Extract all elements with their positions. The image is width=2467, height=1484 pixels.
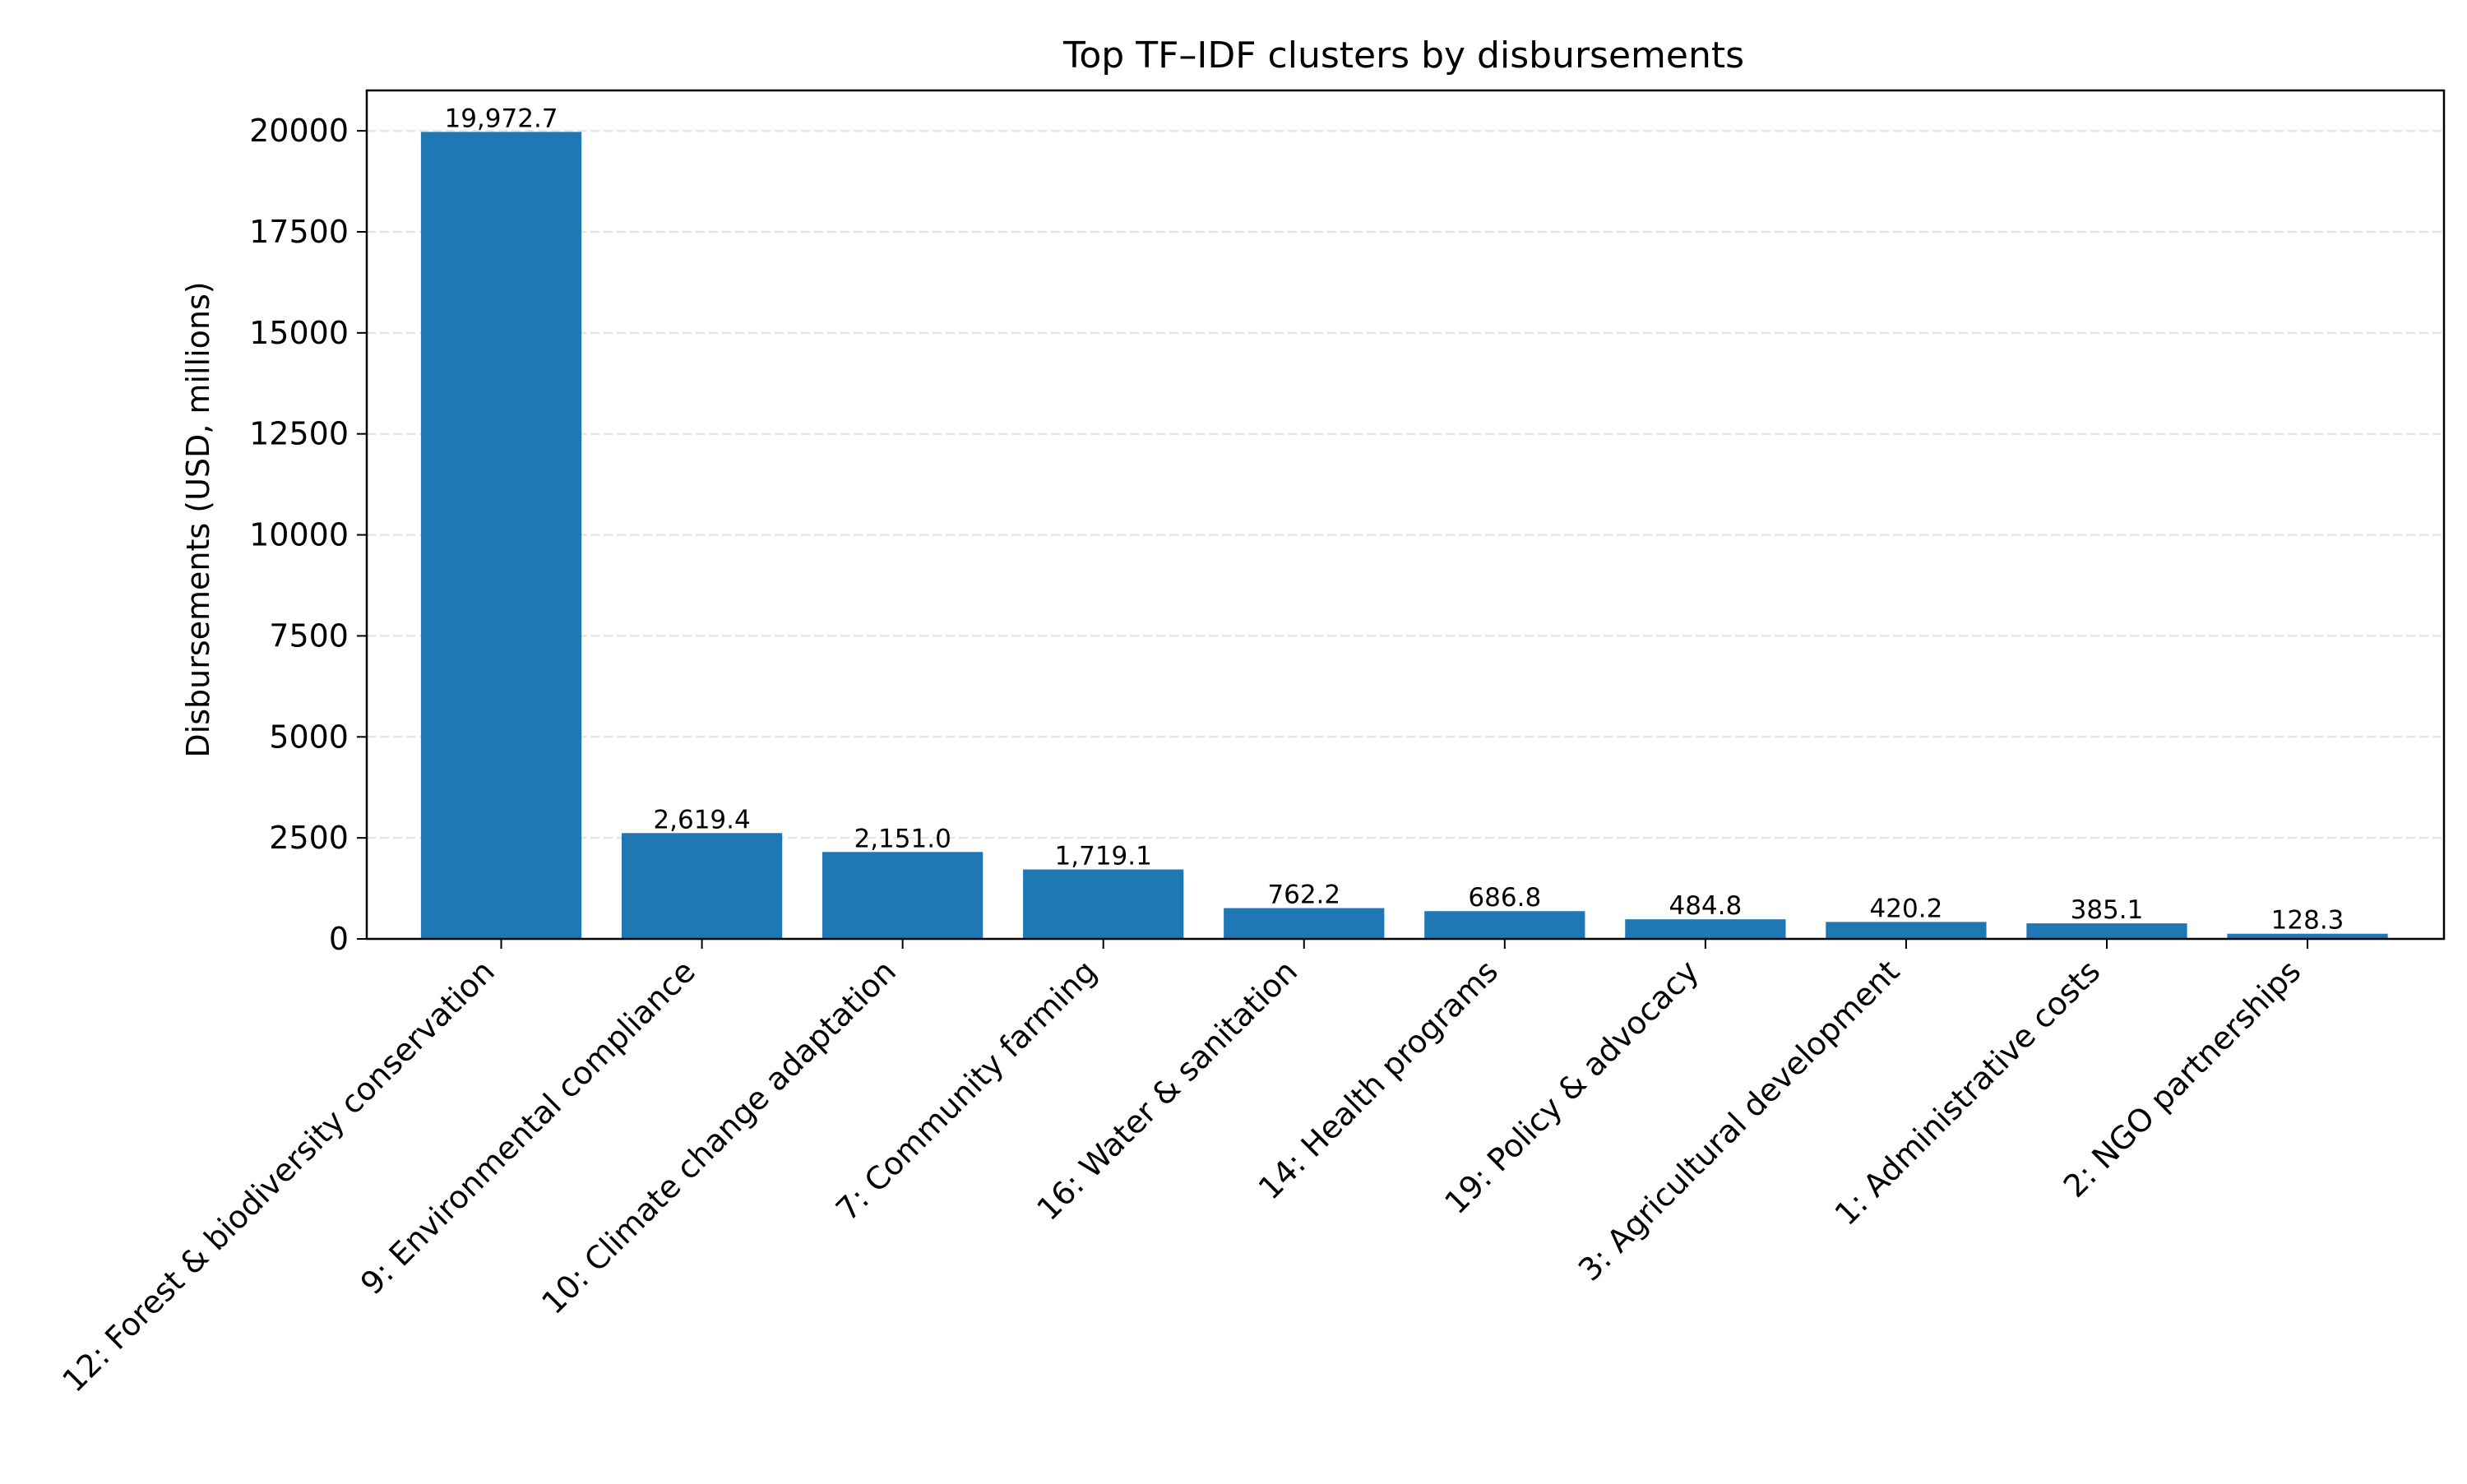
bar bbox=[2026, 923, 2187, 939]
plot-frame bbox=[365, 89, 2446, 941]
bar bbox=[2227, 933, 2388, 939]
bar-value-label: 19,972.7 bbox=[444, 104, 558, 133]
x-tick-label: 10: Climate change adaptation bbox=[535, 953, 903, 1321]
bar-value-label: 420.2 bbox=[1870, 894, 1943, 923]
x-tick-label: 12: Forest & biodiversity conservation bbox=[55, 953, 501, 1398]
y-tick-label: 0 bbox=[329, 921, 349, 957]
bar-value-label: 2,151.0 bbox=[854, 824, 951, 853]
y-tick-label: 5000 bbox=[269, 719, 349, 755]
y-tick-label: 20000 bbox=[249, 113, 349, 149]
bar bbox=[1023, 869, 1184, 939]
x-tick-label: 9: Environmental compliance bbox=[354, 953, 702, 1301]
bar bbox=[1424, 911, 1585, 939]
bar-layer bbox=[420, 132, 2388, 940]
bar-value-label: 2,619.4 bbox=[653, 805, 750, 834]
y-tick-label: 7500 bbox=[269, 617, 349, 654]
bar bbox=[1625, 919, 1786, 939]
y-axis-label: Disbursements (USD, millions) bbox=[180, 281, 216, 757]
bar-value-label: 1,719.1 bbox=[1055, 842, 1152, 871]
bar-value-label: 128.3 bbox=[2271, 906, 2344, 936]
bar-value-label: 762.2 bbox=[1267, 881, 1340, 910]
bar bbox=[1224, 908, 1385, 939]
bar-value-label: 484.8 bbox=[1669, 891, 1742, 921]
bar bbox=[822, 852, 984, 939]
y-tick-label: 10000 bbox=[249, 517, 349, 553]
y-tick-label: 17500 bbox=[249, 214, 349, 250]
label-layer: 0 2500 5000 7500 10000 12500 15000 17500 20000 19… bbox=[55, 104, 2344, 1398]
chart-title: Top TF–IDF clusters by disbursements bbox=[1062, 35, 1744, 76]
y-tick-label: 12500 bbox=[249, 416, 349, 452]
bar-value-label: 385.1 bbox=[2071, 895, 2144, 925]
bar bbox=[621, 833, 783, 939]
bar-value-label: 686.8 bbox=[1468, 883, 1541, 913]
x-tick-label: 3: Agricultural development bbox=[1571, 953, 1906, 1288]
axis-layer bbox=[357, 89, 2446, 949]
bar bbox=[1826, 922, 1987, 939]
y-tick-label: 2500 bbox=[269, 820, 349, 856]
y-tick-label: 15000 bbox=[249, 315, 349, 351]
bar bbox=[420, 132, 582, 940]
